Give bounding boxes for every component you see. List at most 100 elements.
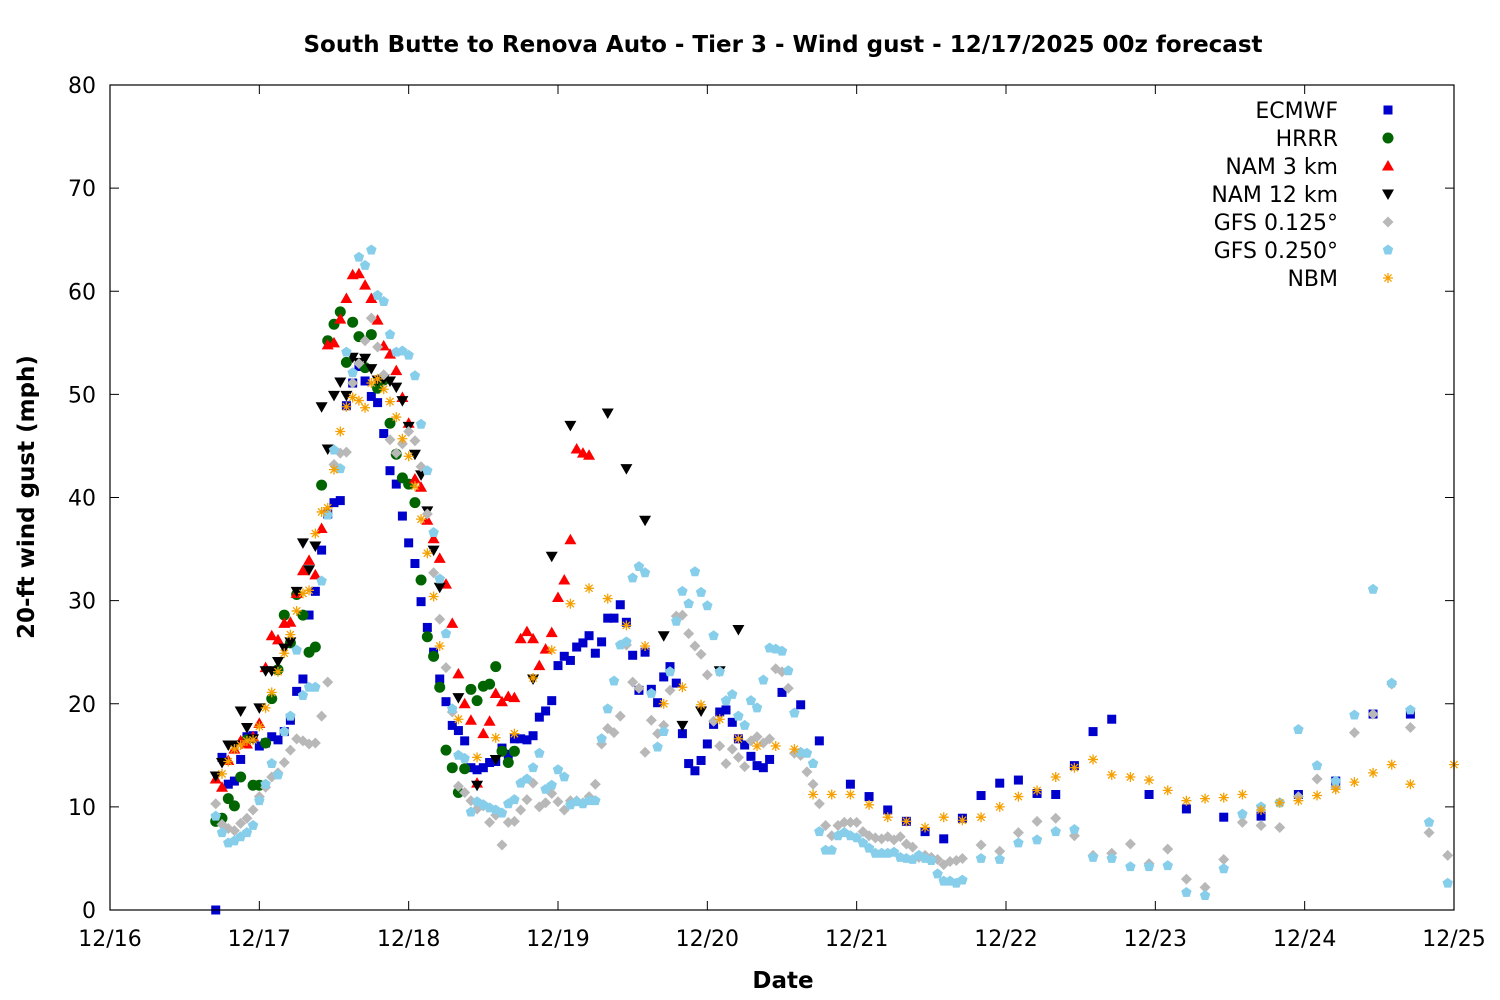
data-point (826, 789, 837, 800)
data-point (695, 648, 707, 660)
axis-ticks: 12/16 12/17 12/18 12/19 12/20 12/21 12/22 12/23… (68, 74, 1486, 952)
legend-marker (1382, 216, 1394, 228)
data-point (863, 842, 875, 853)
data-point (1218, 853, 1230, 865)
data-point (528, 672, 539, 683)
data-point (489, 687, 502, 698)
data-point (509, 728, 520, 739)
data-point (696, 755, 706, 765)
data-point (851, 832, 862, 843)
data-point (1069, 824, 1080, 835)
data-point (315, 402, 328, 413)
legend-label: ECMWF (1255, 99, 1338, 124)
data-point (503, 749, 513, 759)
data-point (216, 827, 228, 838)
data-point (1013, 837, 1024, 848)
data-point (365, 329, 377, 341)
data-point (372, 341, 384, 353)
data-point (328, 390, 340, 402)
data-point (727, 688, 738, 699)
data-point (403, 426, 415, 437)
data-point (653, 698, 663, 708)
data-point (720, 695, 732, 706)
data-point (352, 267, 365, 279)
data-point (994, 845, 1006, 857)
data-point (273, 666, 283, 677)
data-point (309, 541, 322, 552)
legend-marker (1382, 160, 1394, 171)
data-point (266, 687, 277, 698)
data-point (440, 662, 452, 674)
series-gfs-0-250 (210, 244, 1453, 901)
legend-item: NBM (1287, 267, 1393, 292)
data-point (814, 826, 825, 837)
data-point (310, 681, 321, 692)
data-point (1349, 777, 1360, 788)
data-point (1367, 583, 1379, 594)
data-point (1293, 795, 1304, 806)
data-point (334, 313, 347, 324)
data-point (559, 771, 570, 782)
y-tick-label: 20 (68, 693, 96, 718)
data-point (534, 712, 544, 722)
data-point (478, 763, 488, 773)
data-point (752, 741, 763, 752)
data-point (714, 740, 726, 752)
data-point (1274, 822, 1286, 833)
data-point (1256, 811, 1266, 821)
data-point (322, 676, 334, 688)
data-point (975, 852, 987, 863)
data-point (621, 620, 632, 631)
data-point (278, 757, 290, 769)
data-point (545, 626, 558, 638)
data-point (298, 674, 308, 684)
data-point (397, 511, 407, 521)
data-point (715, 707, 725, 717)
data-point (1312, 790, 1323, 801)
data-point (466, 763, 476, 773)
data-point (284, 637, 297, 648)
data-point (217, 752, 227, 762)
data-point (520, 625, 533, 637)
legend-label: NAM 3 km (1225, 155, 1338, 180)
data-point (384, 329, 396, 340)
data-point (396, 396, 409, 407)
data-point (440, 744, 452, 756)
data-point (1218, 863, 1229, 874)
data-point (765, 754, 775, 764)
data-point (453, 726, 463, 736)
data-point (1181, 886, 1192, 897)
data-point (1162, 843, 1174, 855)
data-point (640, 641, 651, 651)
data-point (620, 464, 633, 475)
data-point (422, 548, 433, 559)
data-point (994, 801, 1005, 812)
data-point (1218, 792, 1229, 803)
data-point (770, 741, 781, 752)
data-point (932, 868, 943, 879)
legend-label: GFS 0.125° (1214, 211, 1338, 236)
data-point (508, 691, 521, 703)
legend-marker (1382, 189, 1394, 200)
data-point (1162, 860, 1173, 871)
x-tick-label: 12/16 (78, 927, 141, 952)
data-point (210, 810, 221, 821)
data-point (378, 369, 390, 381)
data-point (1274, 797, 1285, 808)
data-point (310, 586, 320, 596)
data-point (254, 795, 265, 806)
data-point (845, 779, 855, 789)
data-point (317, 545, 327, 555)
data-point (409, 435, 421, 447)
data-point (690, 766, 700, 776)
data-point (545, 551, 558, 563)
data-point (409, 370, 421, 381)
data-point (322, 502, 333, 513)
data-point (888, 846, 900, 857)
data-point (657, 631, 670, 642)
data-point (627, 572, 638, 583)
data-point (490, 732, 501, 743)
y-axis-label: 20-ft wind gust (mph) (14, 355, 40, 639)
data-point (789, 707, 800, 718)
data-point (1180, 873, 1192, 885)
